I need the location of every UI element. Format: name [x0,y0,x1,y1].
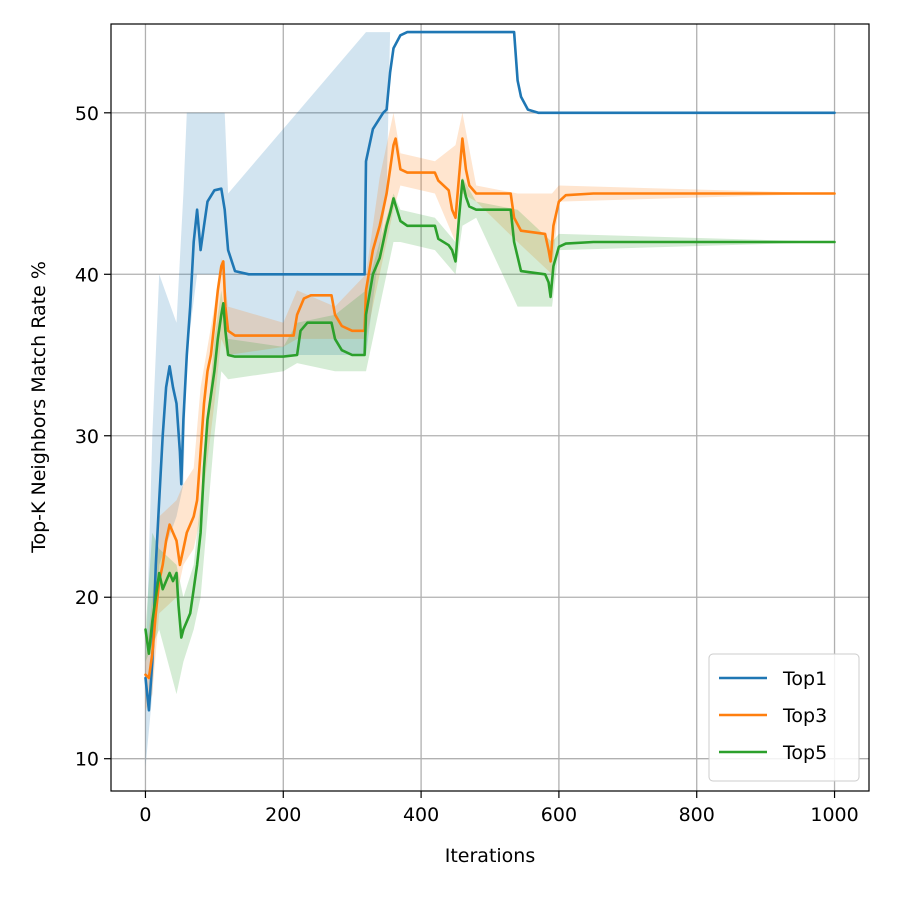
line-top3 [144,137,836,680]
y-tick-label: 50 [75,103,99,125]
plot-frame [110,23,870,792]
y-tick-label: 10 [75,749,99,771]
line-top5 [144,179,836,655]
legend-label: Top3 [782,705,827,727]
x-tick-label: 0 [139,804,151,826]
legend-label: Top5 [782,742,827,764]
legend-box [708,653,860,782]
x-axis-label: Iterations [445,845,536,867]
x-tick-label: 600 [541,804,577,826]
x-tick-label: 800 [679,804,715,826]
line-top1 [144,30,836,712]
x-tick-label: 1000 [810,804,858,826]
x-tick-label: 200 [265,804,301,826]
legend: Top1 Top3 Top5 [708,653,860,782]
y-axis-label: Top-K Neighbors Match Rate % [28,261,50,554]
y-axis-ticks: 10 20 30 40 50 [75,103,111,771]
series-lines [144,30,836,712]
legend-label: Top1 [782,668,827,690]
x-axis-ticks: 0 200 400 600 800 1000 [139,791,859,826]
confidence-bands [145,32,835,767]
y-tick-label: 30 [75,426,99,448]
band-top1 [145,32,835,767]
y-tick-label: 40 [75,264,99,286]
y-tick-label: 20 [75,587,99,609]
x-tick-label: 400 [403,804,439,826]
